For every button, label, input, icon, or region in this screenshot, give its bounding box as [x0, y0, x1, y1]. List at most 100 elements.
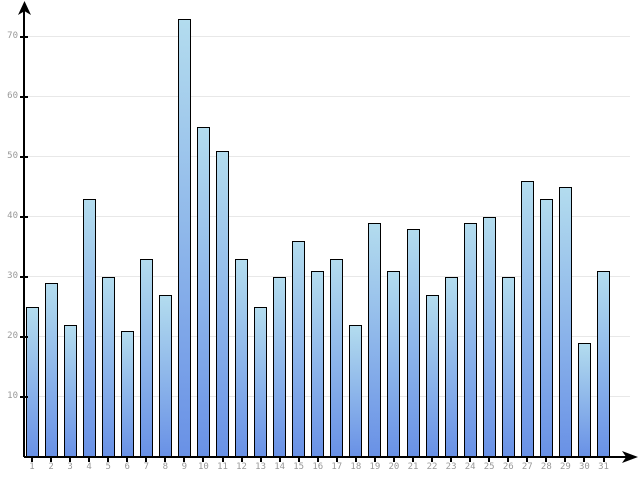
bar-day-27: [520, 180, 534, 457]
x-tick-mark: [221, 456, 224, 462]
bar-day-11: [216, 150, 229, 457]
y-tick-mark: [20, 95, 28, 98]
bar-day-10: [196, 126, 210, 457]
x-tick-mark: [69, 456, 72, 462]
x-tick-label: 29: [559, 461, 571, 472]
bar-day-18: [349, 324, 363, 457]
bar-day-16: [311, 270, 325, 457]
y-tick-label: 60: [7, 91, 18, 101]
x-tick-label: 9: [181, 461, 188, 472]
x-tick-label: 12: [236, 461, 247, 472]
x-tick-mark: [469, 456, 472, 462]
bar-day-20: [387, 270, 401, 457]
x-tick-label: 7: [143, 461, 149, 472]
bar-day-28: [539, 198, 553, 457]
x-tick-mark: [50, 456, 53, 462]
bar-day-13: [254, 306, 268, 457]
x-tick-mark: [526, 456, 529, 462]
x-tick-mark: [335, 456, 338, 462]
x-tick-label: 3: [67, 461, 73, 472]
y-tick-label: 70: [7, 31, 18, 41]
x-tick-label: 4: [86, 461, 92, 472]
x-tick-mark: [297, 456, 300, 462]
x-tick-mark: [431, 456, 434, 462]
x-tick-label: 17: [331, 461, 343, 472]
y-tick-label: 20: [7, 331, 18, 341]
bar-day-15: [292, 240, 306, 457]
x-tick-label: 25: [483, 461, 495, 472]
x-tick-mark: [392, 456, 395, 462]
y-tick-label: 50: [7, 151, 18, 161]
x-tick-mark: [164, 456, 167, 462]
x-tick-label: 23: [445, 461, 457, 472]
bar-day-25: [482, 216, 496, 457]
bar-day-5: [101, 276, 115, 457]
bar-day-22: [425, 294, 439, 457]
gridline: [24, 36, 630, 37]
x-tick-mark: [183, 456, 186, 462]
y-tick-mark: [20, 155, 28, 158]
x-tick-mark: [488, 456, 491, 462]
x-tick-label: 5: [105, 461, 111, 472]
x-tick-mark: [354, 456, 357, 462]
x-tick-mark: [564, 456, 567, 462]
bar-day-3: [63, 324, 77, 457]
x-tick-label: 21: [407, 461, 419, 472]
x-tick-mark: [412, 456, 414, 462]
x-tick-label: 11: [217, 461, 228, 472]
y-tick-label: 40: [7, 211, 18, 221]
gridline: [24, 276, 630, 277]
y-tick-mark: [20, 335, 28, 338]
bar-day-4: [82, 198, 96, 457]
x-tick-label: 14: [274, 461, 286, 472]
bar-day-19: [368, 222, 382, 457]
x-tick-mark: [373, 456, 376, 462]
x-tick-mark: [259, 456, 262, 462]
y-tick-label: 30: [7, 271, 18, 281]
y-tick-mark: [20, 35, 28, 38]
bar-day-12: [235, 258, 249, 457]
x-tick-mark: [316, 456, 319, 462]
bar-day-26: [501, 276, 515, 457]
x-tick-label: 24: [464, 461, 476, 472]
bar-day-17: [330, 258, 344, 457]
x-tick-label: 27: [521, 461, 533, 472]
y-tick-mark: [20, 275, 28, 278]
x-axis: [24, 455, 628, 458]
x-tick-mark: [240, 456, 243, 462]
x-tick-label: 18: [350, 461, 362, 472]
x-tick-label: 31: [598, 461, 609, 472]
x-tick-label: 13: [255, 461, 267, 472]
bar-day-2: [44, 282, 58, 457]
x-tick-mark: [450, 456, 453, 462]
bar-day-30: [577, 342, 591, 457]
gridline: [24, 156, 630, 157]
x-tick-label: 30: [579, 461, 590, 472]
x-tick-mark: [545, 456, 548, 462]
gridline: [24, 96, 630, 97]
x-tick-mark: [583, 456, 586, 462]
x-tick-label: 28: [540, 461, 552, 472]
bar-day-24: [463, 222, 477, 457]
x-tick-mark: [602, 456, 605, 462]
x-tick-mark: [202, 456, 205, 462]
x-tick-label: 1: [29, 461, 35, 472]
bar-day-14: [273, 276, 287, 457]
bar-day-29: [558, 186, 572, 457]
bar-day-31: [597, 270, 610, 457]
x-tick-mark: [507, 456, 510, 462]
x-tick-label: 10: [198, 461, 209, 472]
x-tick-label: 2: [48, 461, 54, 472]
gridline: [24, 336, 630, 337]
bar-day-1: [25, 306, 39, 457]
x-tick-mark: [107, 456, 110, 462]
x-tick-label: 20: [388, 461, 400, 472]
y-tick-label: 10: [7, 391, 18, 401]
x-tick-mark: [31, 456, 33, 462]
bar-day-23: [444, 276, 458, 457]
x-tick-mark: [126, 456, 129, 462]
x-tick-label: 16: [312, 461, 324, 472]
x-tick-mark: [145, 456, 148, 462]
y-tick-mark: [20, 395, 28, 398]
